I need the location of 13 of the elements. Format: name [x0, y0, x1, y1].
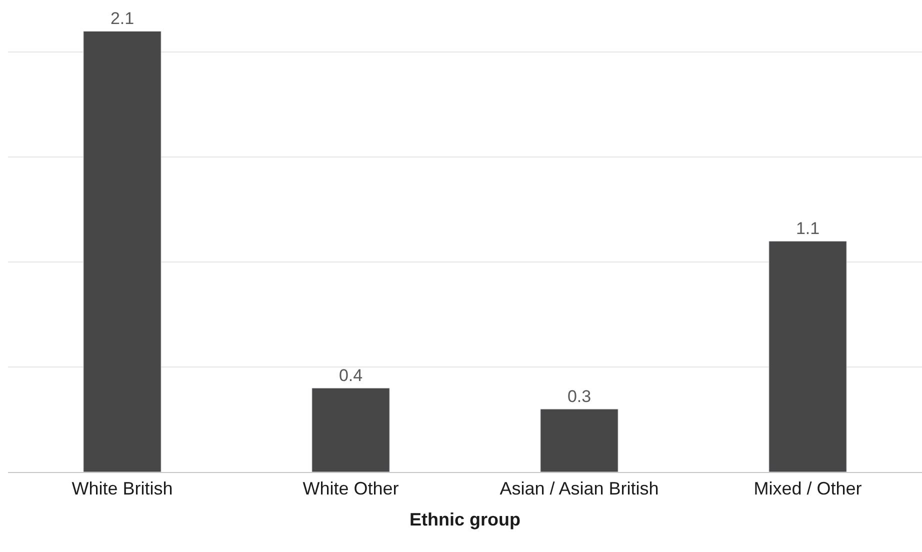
bar	[540, 408, 618, 472]
x-tick-label: Mixed / Other	[754, 478, 862, 499]
data-label: 0.4	[338, 366, 363, 386]
bar	[768, 240, 847, 472]
x-axis-title: Ethnic group	[410, 510, 520, 530]
data-label: 1.1	[796, 219, 820, 238]
data-label: 2.1	[110, 9, 134, 28]
x-tick-label: White British	[72, 478, 173, 499]
x-tick-label: Asian / Asian British	[500, 478, 659, 499]
x-tick-label: White Other	[302, 478, 399, 499]
bar	[83, 30, 162, 472]
bar	[312, 388, 390, 472]
data-label: 0.3	[567, 387, 592, 406]
